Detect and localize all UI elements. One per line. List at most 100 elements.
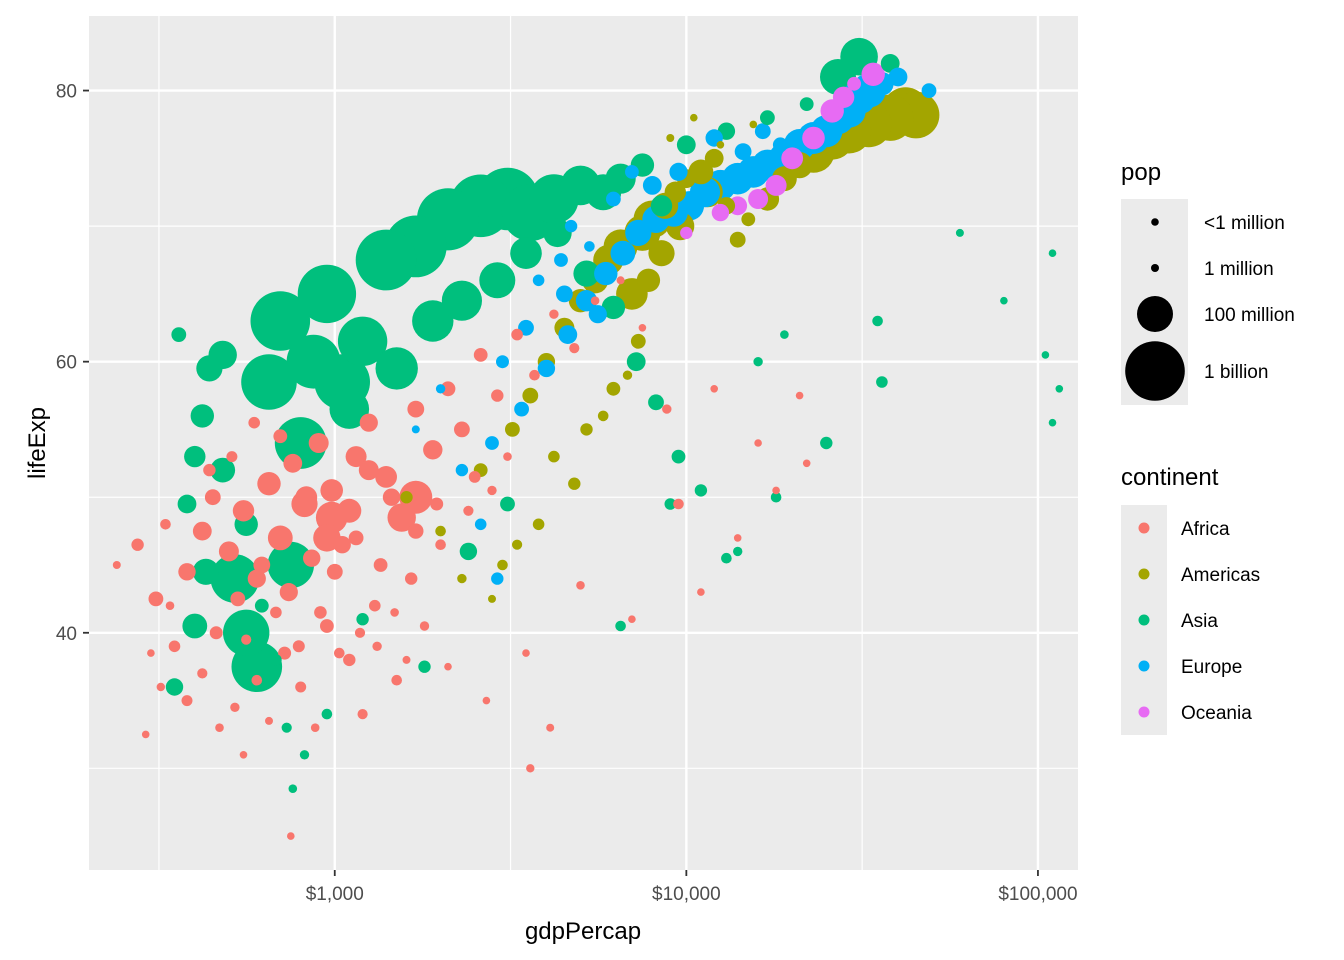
point-africa (295, 486, 318, 509)
point-africa (511, 328, 523, 341)
point-asia (573, 260, 600, 287)
point-africa (314, 606, 327, 619)
x-tick-label: $1,000 (306, 884, 364, 905)
point-asia (760, 110, 775, 126)
point-asia (615, 620, 626, 632)
point-africa (710, 385, 718, 393)
point-africa (405, 572, 418, 585)
point-africa (391, 674, 403, 686)
point-oceania (832, 86, 855, 109)
point-americas (666, 134, 675, 142)
point-asia (184, 445, 206, 468)
point-americas (457, 573, 467, 584)
point-africa (279, 583, 298, 602)
point-europe (594, 261, 618, 286)
y-axis-title: lifeExp (24, 407, 51, 479)
point-europe (485, 436, 499, 450)
point-americas (622, 370, 633, 380)
point-africa (156, 682, 165, 692)
point-americas (741, 212, 756, 227)
point-asia (375, 347, 418, 390)
point-africa (273, 429, 288, 444)
point-africa (628, 615, 636, 623)
point-asia (721, 552, 732, 564)
point-asia (223, 609, 270, 656)
point-africa (320, 619, 334, 633)
point-africa (522, 649, 530, 657)
point-africa (372, 641, 382, 651)
point-asia (177, 494, 197, 514)
point-americas (648, 240, 675, 267)
point-africa (526, 764, 535, 773)
point-africa (487, 485, 497, 496)
point-asia (601, 295, 626, 320)
point-africa (546, 723, 555, 732)
point-asia (955, 228, 964, 237)
size-legend: pop <1 million 1 million 100 million 1 bill… (1121, 159, 1295, 405)
point-oceania (861, 62, 885, 86)
size-legend-label: <1 million (1204, 213, 1285, 234)
point-asia (412, 300, 454, 342)
point-africa (147, 649, 155, 657)
point-americas (435, 525, 446, 537)
point-africa (662, 404, 672, 414)
point-africa (267, 525, 293, 551)
point-africa (230, 591, 246, 607)
point-asia (1048, 249, 1057, 257)
point-africa (772, 486, 780, 495)
point-africa (503, 452, 512, 461)
point-africa (204, 489, 221, 506)
point-europe (588, 305, 607, 324)
point-asia (210, 554, 260, 603)
point-asia (876, 376, 888, 388)
point-africa (549, 309, 559, 319)
point-americas (664, 181, 686, 203)
size-legend-symbol (1125, 341, 1185, 401)
point-africa (345, 446, 367, 468)
point-africa (308, 433, 329, 453)
point-oceania (748, 189, 769, 209)
point-africa (178, 563, 196, 581)
point-africa (358, 460, 379, 481)
y-tick-label: 60 (56, 353, 77, 374)
point-oceania (781, 147, 804, 170)
point-oceania (847, 76, 861, 91)
point-africa (529, 369, 540, 381)
point-africa (638, 324, 647, 332)
point-africa (303, 549, 321, 567)
color-legend-label-asia: Asia (1181, 611, 1218, 632)
size-legend-symbol (1151, 218, 1159, 226)
point-asia (733, 546, 743, 557)
point-africa (387, 503, 416, 532)
point-asia (650, 195, 673, 217)
color-legend-symbol-europe (1138, 660, 1150, 672)
point-africa (369, 599, 381, 612)
point-europe (772, 137, 788, 153)
point-africa (181, 695, 193, 707)
point-africa (454, 421, 470, 438)
point-americas (511, 539, 523, 550)
point-europe (669, 162, 688, 181)
point-americas (548, 450, 560, 463)
point-africa (590, 296, 600, 306)
point-africa (354, 627, 366, 638)
point-africa (382, 488, 401, 506)
point-africa (165, 601, 175, 610)
point-americas (704, 148, 724, 168)
point-oceania (680, 226, 693, 240)
point-asia (1048, 418, 1057, 427)
size-legend-symbol (1137, 296, 1173, 332)
color-legend-label-europe: Europe (1181, 657, 1242, 678)
point-americas (597, 410, 609, 422)
y-axis: 40 60 80 (56, 82, 89, 645)
point-asia (267, 541, 314, 589)
point-europe (734, 143, 752, 161)
point-europe (411, 425, 420, 434)
point-africa (265, 716, 273, 725)
point-africa (112, 561, 121, 569)
point-asia (626, 352, 646, 372)
point-africa (733, 534, 742, 542)
point-asia (648, 394, 664, 411)
point-africa (423, 440, 443, 460)
